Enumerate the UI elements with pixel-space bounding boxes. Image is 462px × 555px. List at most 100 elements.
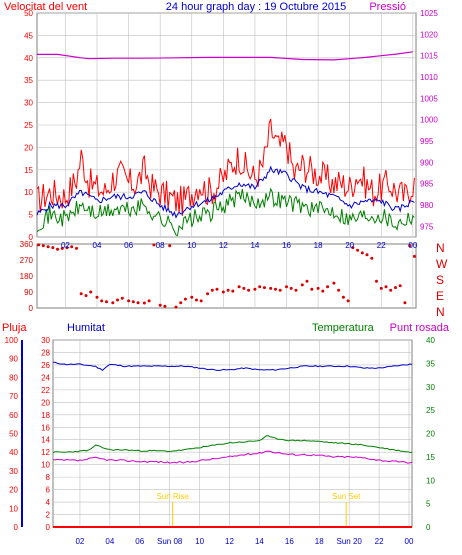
direction-point: [100, 299, 104, 303]
direction-point: [274, 287, 277, 291]
direction-panel-frame: [36, 243, 417, 309]
direction-point: [242, 286, 246, 290]
direction-point: [56, 247, 59, 251]
direction-point: [326, 285, 330, 289]
pressure-axis-tick-label: 1010: [420, 73, 438, 82]
wind-x-tick-label: 02: [61, 241, 70, 250]
pressure-axis-tick-label: 990: [420, 158, 434, 167]
direction-point: [105, 300, 108, 304]
direction-point: [190, 295, 194, 299]
wind-axis-tick-label: 50: [24, 9, 33, 18]
sun-event-label: Sun Rise: [156, 492, 189, 501]
direction-point: [60, 246, 64, 250]
pressure-axis-tick-label: 1020: [420, 30, 438, 39]
direction-point: [70, 245, 74, 249]
direction-point: [116, 298, 119, 302]
dewpoint-line: [52, 450, 413, 464]
rain-axis-tick-label: 70: [9, 392, 18, 401]
direction-point: [247, 288, 251, 292]
direction-axis-tick-label: 360: [20, 240, 34, 249]
lower-x-tick-label: 18: [315, 537, 324, 546]
direction-point: [289, 286, 293, 290]
direction-point: [79, 292, 83, 296]
direction-point: [89, 290, 93, 294]
direction-axis-tick-label: 270: [20, 256, 34, 265]
direction-point: [95, 295, 99, 299]
rain-axis-tick-label: 40: [9, 448, 18, 457]
direction-point: [215, 287, 219, 291]
direction-point: [84, 294, 88, 298]
pressure-axis-tick-label: 1015: [420, 52, 438, 61]
pressure-axis-tick-label: 995: [420, 137, 434, 146]
pressure-axis-tick-label: 1005: [420, 94, 438, 103]
direction-point: [142, 301, 146, 305]
lower-x-tick-label: 14: [255, 537, 264, 546]
humidity-axis-tick-label: 26: [41, 361, 50, 370]
direction-point: [210, 288, 214, 292]
wind-axis-tick-label: 45: [24, 31, 33, 40]
temperature-axis-tick-label: 20: [426, 430, 435, 439]
rain-axis-tick-label: 30: [9, 467, 18, 476]
temperature-axis-tick-label: 35: [426, 359, 435, 368]
wind-x-tick-label: 14: [250, 241, 259, 250]
pressure-axis-tick-label: 975: [420, 222, 434, 231]
wind-x-tick-label: 16: [282, 241, 291, 250]
temperature-axis-tick-label: 15: [426, 453, 435, 462]
direction-point: [163, 304, 167, 308]
humidity-title: Humitat: [67, 322, 105, 334]
wind-axis-tick-label: 5: [29, 211, 34, 220]
direction-point: [375, 279, 378, 283]
direction-point: [147, 299, 151, 303]
lower-x-tick-label: Sun 08: [157, 537, 183, 546]
direction-point: [384, 285, 388, 289]
direction-point: [231, 289, 235, 293]
wind-axis-tick-label: 10: [24, 188, 33, 197]
direction-point: [120, 296, 124, 300]
direction-point: [127, 299, 131, 303]
direction-point: [111, 301, 115, 305]
lower-x-tick-label: 12: [225, 537, 234, 546]
rain-axis-tick-label: 50: [9, 430, 18, 439]
humidity-axis-tick-label: 4: [46, 498, 51, 507]
direction-label-n-bottom: N: [436, 305, 445, 319]
direction-axis-tick-label: 180: [20, 272, 34, 281]
direction-point: [158, 303, 162, 307]
wind-x-tick-label: 04: [93, 241, 102, 250]
rain-axis-tick-label: 100: [5, 336, 19, 345]
temperature-axis-tick-label: 5: [426, 500, 431, 509]
wind-x-tick-label: 22: [377, 241, 386, 250]
direction-point: [269, 286, 273, 290]
rain-axis-tick-label: 20: [9, 486, 18, 495]
direction-point: [389, 288, 393, 292]
direction-point: [398, 284, 402, 288]
direction-point: [337, 288, 341, 292]
direction-point: [65, 246, 69, 250]
direction-point: [341, 295, 345, 299]
direction-point: [346, 299, 350, 303]
wind-axis-tick-label: 15: [24, 166, 33, 175]
lower-x-tick-label: 22: [375, 537, 384, 546]
direction-point: [37, 243, 41, 247]
temperature-title: Temperatura: [312, 322, 375, 334]
direction-point: [183, 297, 187, 301]
humidity-axis-tick-label: 16: [41, 423, 50, 432]
lower-x-tick-label: 02: [75, 537, 84, 546]
direction-label-n-top: N: [436, 241, 445, 255]
direction-point: [136, 301, 140, 305]
humidity-axis-tick-label: 30: [41, 336, 50, 345]
humidity-axis-tick-label: 14: [41, 436, 50, 445]
rain-axis-tick-label: 0: [14, 523, 19, 532]
direction-point: [351, 246, 355, 250]
humidity-axis-tick-label: 22: [41, 386, 50, 395]
direction-point: [412, 254, 416, 258]
humidity-axis-tick-label: 6: [46, 486, 51, 495]
rain-title: Pluja: [2, 322, 27, 334]
direction-label-s: S: [436, 273, 444, 287]
wind-axis-tick-label: 0: [29, 233, 34, 242]
temperature-axis-tick-label: 25: [426, 406, 435, 415]
wind-avg-line: [36, 165, 415, 219]
humidity-axis-tick-label: 8: [46, 473, 51, 482]
wind-x-tick-label: 20: [345, 241, 354, 250]
direction-point: [258, 285, 262, 289]
